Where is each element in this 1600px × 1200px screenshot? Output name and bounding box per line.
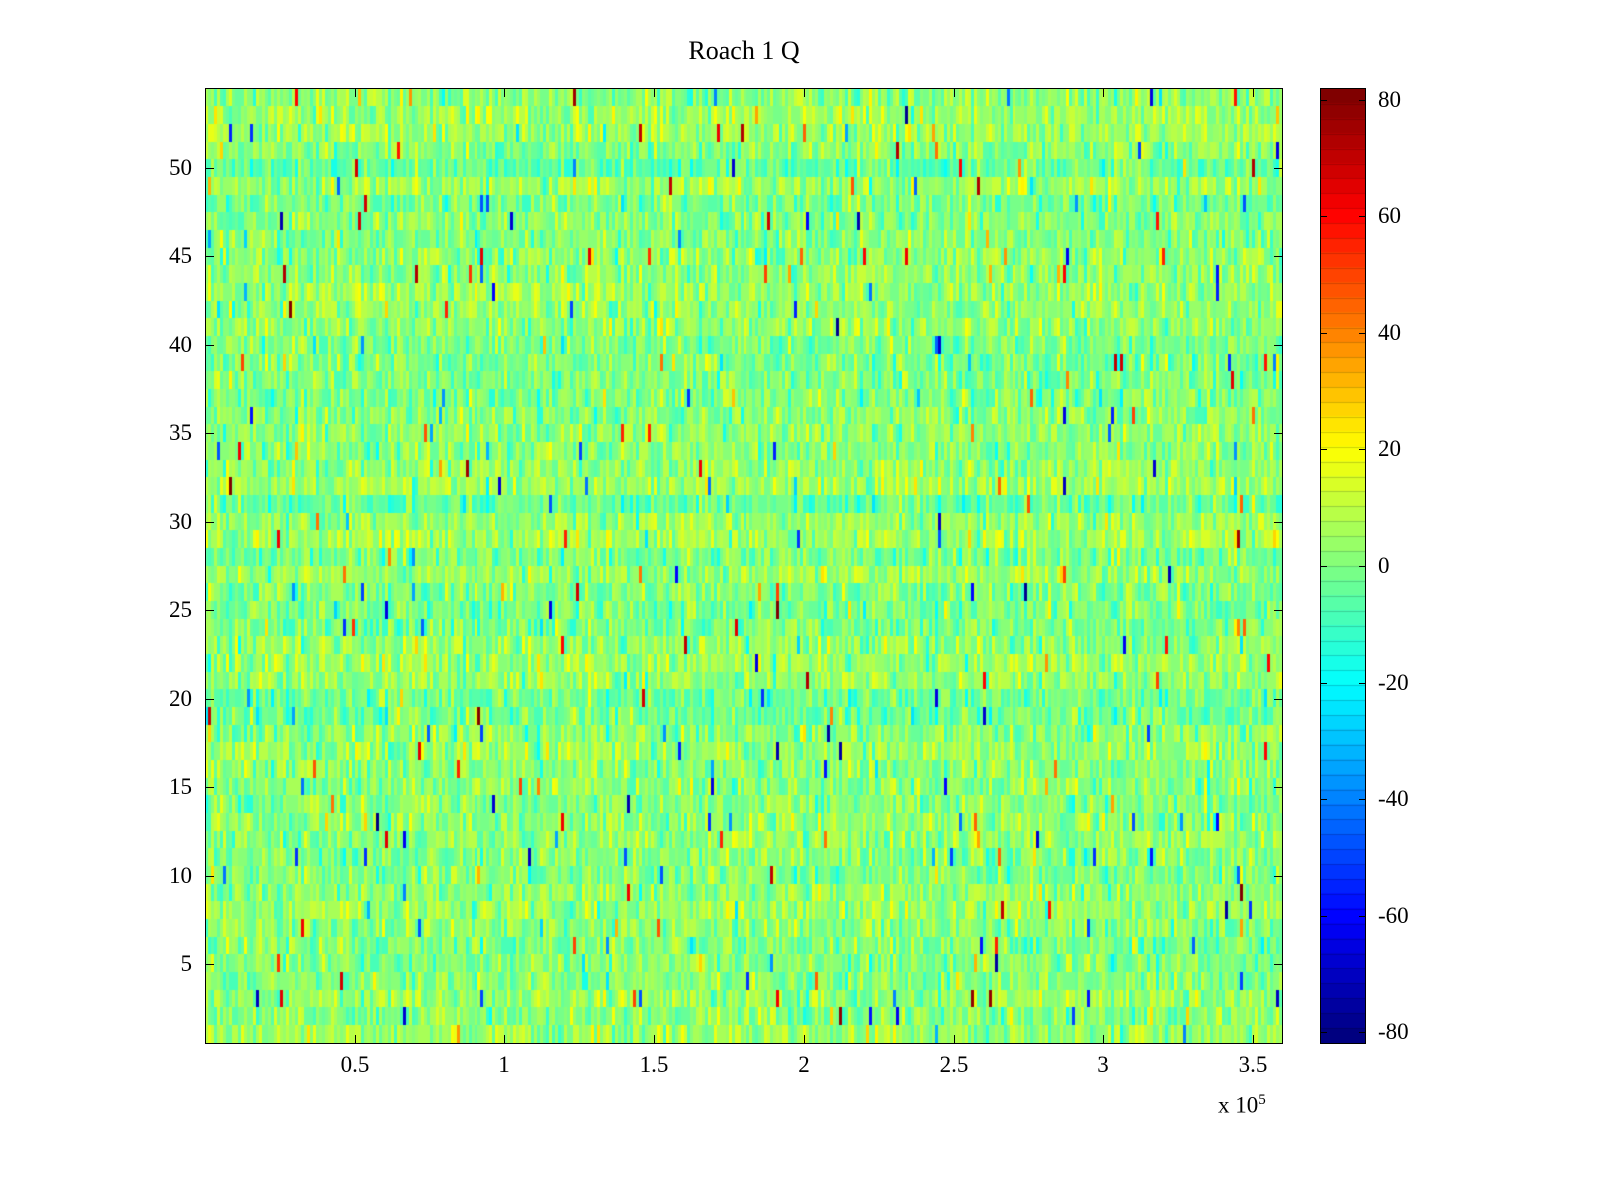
- x-axis-tick-label: 2.5: [939, 1052, 969, 1077]
- y-axis-tick-right: [1274, 256, 1282, 257]
- colorbar-tick: [1321, 100, 1327, 101]
- y-axis-tick-right: [1274, 699, 1282, 700]
- x-axis-tick-top: [1103, 89, 1104, 97]
- y-axis-tick-label: 40: [169, 332, 192, 357]
- colorbar-tick: [1321, 1032, 1327, 1033]
- colorbar-tick-right: [1359, 916, 1365, 917]
- y-axis-tick-right: [1274, 433, 1282, 434]
- y-axis-tick: [206, 699, 214, 700]
- colorbar-tick-label: -20: [1378, 670, 1409, 695]
- y-axis-tick: [206, 876, 214, 877]
- y-axis-tick: [206, 610, 214, 611]
- colorbar-tick-label: -80: [1378, 1019, 1409, 1044]
- y-axis-tick-label: 20: [169, 686, 192, 711]
- x-axis-tick-label: 1.5: [639, 1052, 669, 1077]
- colorbar-tick-label: 80: [1378, 87, 1401, 112]
- x-axis-tick: [355, 1035, 356, 1043]
- y-axis-tick: [206, 433, 214, 434]
- heatmap-plot-area: [205, 88, 1283, 1044]
- y-axis-tick-right: [1274, 787, 1282, 788]
- colorbar-tick: [1321, 799, 1327, 800]
- y-axis-tick-label: 10: [169, 863, 192, 888]
- colorbar-tick-label: 60: [1378, 203, 1401, 228]
- colorbar-tick-right: [1359, 216, 1365, 217]
- colorbar-tick-right: [1359, 566, 1365, 567]
- y-axis-tick-right: [1274, 610, 1282, 611]
- y-axis-tick-right: [1274, 345, 1282, 346]
- x-axis-tick-top: [654, 89, 655, 97]
- x-axis-tick: [654, 1035, 655, 1043]
- x-axis-tick: [504, 1035, 505, 1043]
- x-axis-exponent-label: x 105: [1218, 1092, 1266, 1119]
- colorbar-tick: [1321, 566, 1327, 567]
- x-axis-tick-label: 2: [798, 1052, 810, 1077]
- y-axis-tick-label: 30: [169, 509, 192, 534]
- x-axis-tick-top: [954, 89, 955, 97]
- x-exponent-prefix: x 10: [1218, 1092, 1259, 1118]
- y-axis-tick: [206, 256, 214, 257]
- colorbar-tick-right: [1359, 333, 1365, 334]
- y-axis-tick-label: 35: [169, 420, 192, 445]
- y-axis-tick-right: [1274, 964, 1282, 965]
- y-axis-tick: [206, 787, 214, 788]
- chart-title: Roach 1 Q: [688, 36, 800, 65]
- colorbar-tick-label: 0: [1378, 553, 1390, 578]
- colorbar-tick: [1321, 916, 1327, 917]
- y-axis-tick-label: 25: [169, 597, 192, 622]
- heatmap-canvas: [206, 89, 1282, 1043]
- x-axis-tick-label: 0.5: [340, 1052, 370, 1077]
- y-axis-tick-label: 5: [180, 951, 193, 976]
- y-axis-tick-label: 45: [169, 243, 192, 268]
- x-axis-tick-label: 3.5: [1238, 1052, 1268, 1077]
- y-axis-tick: [206, 168, 214, 169]
- colorbar-tick: [1321, 216, 1327, 217]
- x-axis-tick: [1253, 1035, 1254, 1043]
- y-axis-tick: [206, 522, 214, 523]
- y-axis-tick-label: 15: [169, 774, 192, 799]
- colorbar-tick: [1321, 449, 1327, 450]
- colorbar-tick-right: [1359, 683, 1365, 684]
- colorbar-tick-right: [1359, 1032, 1365, 1033]
- colorbar-canvas: [1321, 89, 1365, 1043]
- colorbar-tick: [1321, 333, 1327, 334]
- x-axis-tick: [954, 1035, 955, 1043]
- colorbar-tick-label: 40: [1378, 320, 1401, 345]
- colorbar: [1320, 88, 1366, 1044]
- y-axis-tick-label: 50: [169, 155, 192, 180]
- x-axis-tick-top: [1253, 89, 1254, 97]
- colorbar-tick-label: -60: [1378, 903, 1409, 928]
- colorbar-tick-label: 20: [1378, 436, 1401, 461]
- x-axis-tick-top: [804, 89, 805, 97]
- y-axis-tick-right: [1274, 876, 1282, 877]
- x-axis-tick: [1103, 1035, 1104, 1043]
- x-axis-tick: [804, 1035, 805, 1043]
- x-exponent-power: 5: [1258, 1092, 1266, 1108]
- y-axis-tick-right: [1274, 522, 1282, 523]
- x-axis-tick-top: [355, 89, 356, 97]
- x-axis-tick-top: [504, 89, 505, 97]
- colorbar-tick-label: -40: [1378, 786, 1409, 811]
- colorbar-tick: [1321, 683, 1327, 684]
- colorbar-tick-right: [1359, 799, 1365, 800]
- colorbar-tick-right: [1359, 100, 1365, 101]
- x-axis-tick-label: 1: [498, 1052, 510, 1077]
- colorbar-tick-right: [1359, 449, 1365, 450]
- y-axis-tick: [206, 345, 214, 346]
- y-axis-tick: [206, 964, 214, 965]
- y-axis-tick-right: [1274, 168, 1282, 169]
- x-axis-tick-label: 3: [1097, 1052, 1109, 1077]
